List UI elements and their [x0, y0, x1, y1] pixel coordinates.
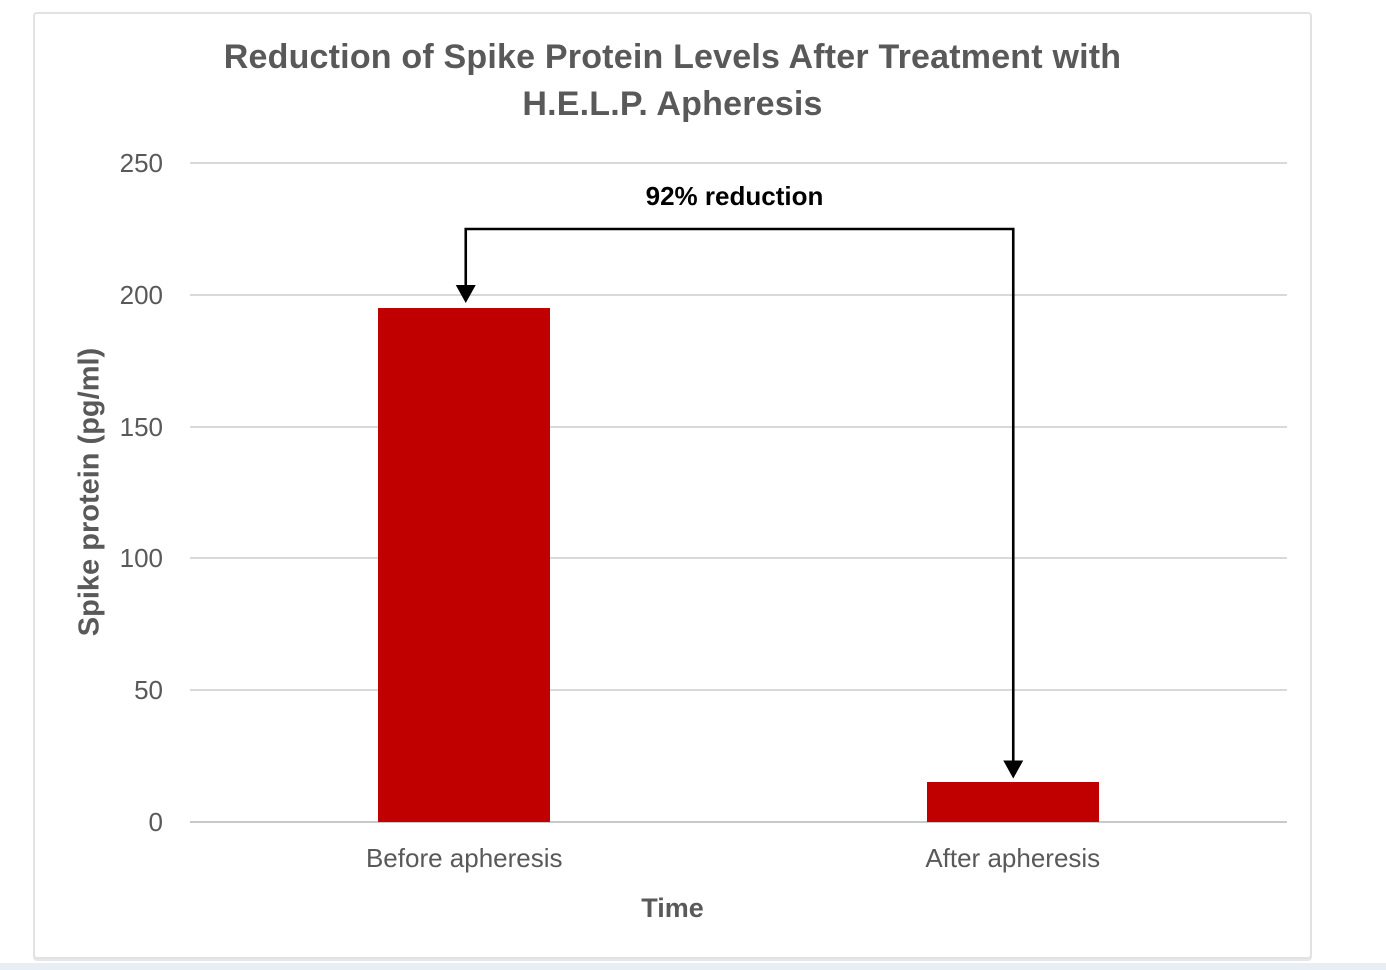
reduction-annotation-label: 92% reduction	[645, 181, 824, 211]
gridline-250	[190, 162, 1287, 164]
chart-title-line-2: H.E.L.P. Apheresis	[522, 85, 823, 123]
chart-title-line-1: Reduction of Spike Protein Levels After …	[223, 38, 1122, 76]
y-tick-label-50: 50	[134, 675, 163, 706]
bar-after-apheresis	[926, 782, 1099, 822]
y-tick-label-0: 0	[148, 807, 163, 837]
chart-title: Reduction of Spike Protein Levels After …	[33, 34, 1312, 128]
x-axis-title: Time	[641, 893, 704, 923]
y-tick-label-100: 100	[119, 543, 163, 574]
gridline-0	[190, 821, 1287, 823]
bar-before-apheresis	[378, 307, 551, 822]
plot-area	[190, 162, 1287, 823]
y-tick-label-200: 200	[119, 279, 163, 310]
gridline-50	[190, 689, 1287, 692]
gridline-150	[190, 425, 1287, 428]
gridline-100	[190, 557, 1287, 560]
gridline-200	[190, 293, 1287, 296]
y-axis-title-text: Spike protein (pg/ml)	[73, 347, 106, 637]
y-tick-label-150: 150	[119, 411, 163, 442]
bottom-strip	[0, 963, 1386, 970]
x-tick-label-after-apheresis: After apheresis	[925, 843, 1101, 873]
y-tick-label-250: 250	[119, 148, 163, 178]
x-tick-label-before-apheresis: Before apheresis	[365, 843, 563, 873]
